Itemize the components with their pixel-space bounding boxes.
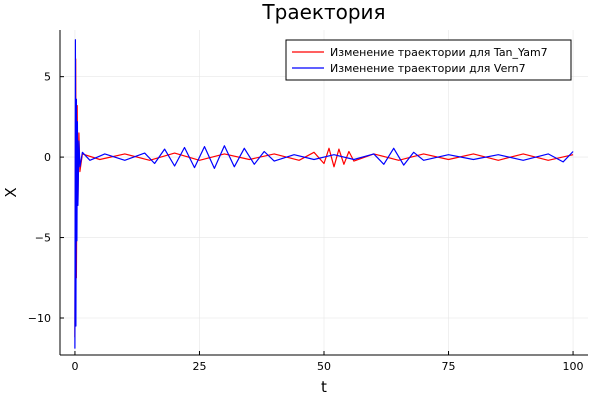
y-tick-label: 0	[44, 151, 51, 164]
y-axis-title: X	[2, 187, 20, 197]
y-tick-label: −5	[35, 232, 51, 245]
legend-label-vern7: Изменение траектории для Vern7	[330, 62, 526, 75]
x-tick-label: 100	[563, 360, 584, 373]
x-tick-label: 25	[192, 360, 206, 373]
x-axis-title: t	[321, 378, 327, 396]
legend: Изменение траектории для Tan_Yam7 Измене…	[285, 39, 572, 81]
legend-label-tan-yam7: Изменение траектории для Tan_Yam7	[330, 46, 548, 59]
axes	[59, 30, 588, 356]
chart-title: Траектория	[261, 0, 385, 24]
x-tick-label: 0	[71, 360, 78, 373]
x-tick-label: 75	[442, 360, 456, 373]
series-group	[74, 39, 574, 349]
y-tick-label: 5	[44, 71, 51, 84]
series-line-1	[74, 39, 574, 349]
y-tick-label: −10	[28, 312, 51, 325]
legend-box	[285, 39, 572, 81]
x-tick-label: 50	[317, 360, 331, 373]
